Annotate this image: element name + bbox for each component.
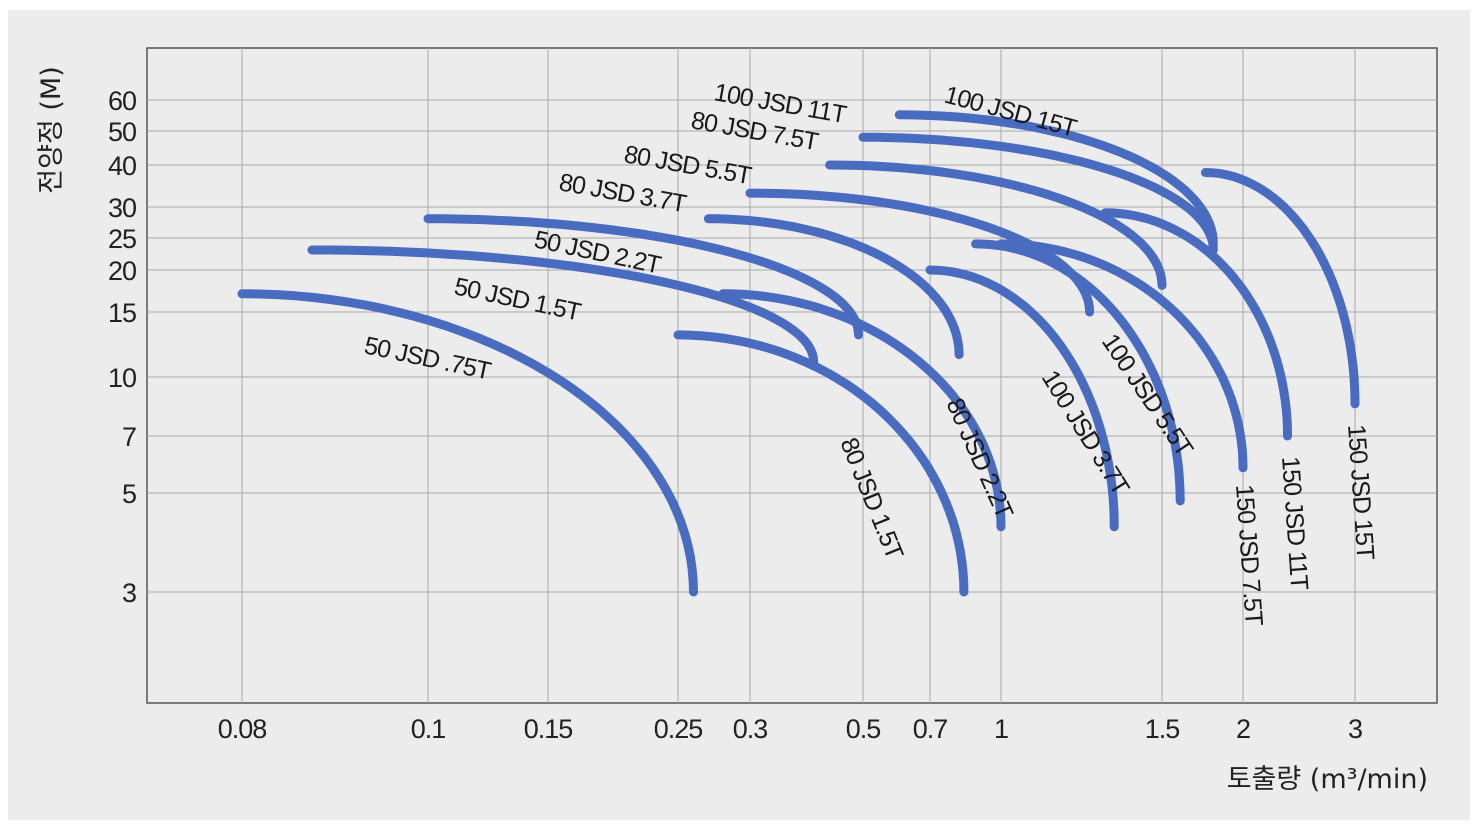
y-tick-label: 5 xyxy=(122,479,136,509)
y-tick-label: 25 xyxy=(108,224,136,254)
pump-curve xyxy=(307,245,819,367)
y-axis-title: 전양정 (M) xyxy=(36,66,67,193)
x-tick-label: 1 xyxy=(994,714,1008,744)
x-tick-label: 2 xyxy=(1236,714,1250,744)
pump-curve xyxy=(673,330,969,597)
pump-curve xyxy=(237,289,698,597)
grid-lines xyxy=(147,48,1437,703)
pump-curves xyxy=(237,110,1360,597)
x-tick-label: 1.5 xyxy=(1145,714,1180,744)
pump-curve xyxy=(703,214,964,360)
x-tick-label: 0.15 xyxy=(524,714,573,744)
x-tick-label: 0.08 xyxy=(218,714,267,744)
x-tick-label: 0.7 xyxy=(913,714,948,744)
pump-curve xyxy=(894,110,1218,249)
y-tick-label: 15 xyxy=(108,298,136,328)
y-tick-label: 7 xyxy=(122,422,136,452)
y-tick-label: 20 xyxy=(108,256,136,286)
pump-curve xyxy=(971,239,1185,506)
y-tick-label: 40 xyxy=(108,151,136,181)
x-tick-label: 0.25 xyxy=(654,714,703,744)
x-tick-label: 0.3 xyxy=(733,714,768,744)
x-tick-label: 0.1 xyxy=(411,714,446,744)
pump-performance-chart: 0.08 0.1 0.15 0.25 0.3 0.5 0.7 1 1.5 2 3 3 5 7 10 15 20… xyxy=(8,10,1470,820)
chart-canvas: 0.08 0.1 0.15 0.25 0.3 0.5 0.7 1 1.5 2 3 3 5 7 10 15 20… xyxy=(36,47,1438,795)
pump-curve xyxy=(825,160,1167,290)
pump-curve xyxy=(423,214,863,340)
y-tick-label: 60 xyxy=(108,86,136,116)
y-tick-label: 50 xyxy=(108,117,136,147)
x-axis-title: 토출량 (m³/min) xyxy=(1227,764,1428,795)
y-tick-label: 10 xyxy=(108,363,136,393)
pump-curve xyxy=(925,265,1119,532)
x-tick-label: 0.5 xyxy=(846,714,881,744)
pump-curve xyxy=(858,132,1218,255)
pump-curve xyxy=(1100,208,1292,441)
pump-curve xyxy=(718,289,1006,532)
x-axis-ticks: 0.08 0.1 0.15 0.25 0.3 0.5 0.7 1 1.5 2 3 xyxy=(218,714,1363,744)
pump-curve xyxy=(1200,168,1360,409)
pump-curve xyxy=(996,239,1248,473)
y-tick-label: 30 xyxy=(108,193,136,223)
y-tick-label: 3 xyxy=(122,578,136,608)
x-tick-label: 3 xyxy=(1348,714,1362,744)
